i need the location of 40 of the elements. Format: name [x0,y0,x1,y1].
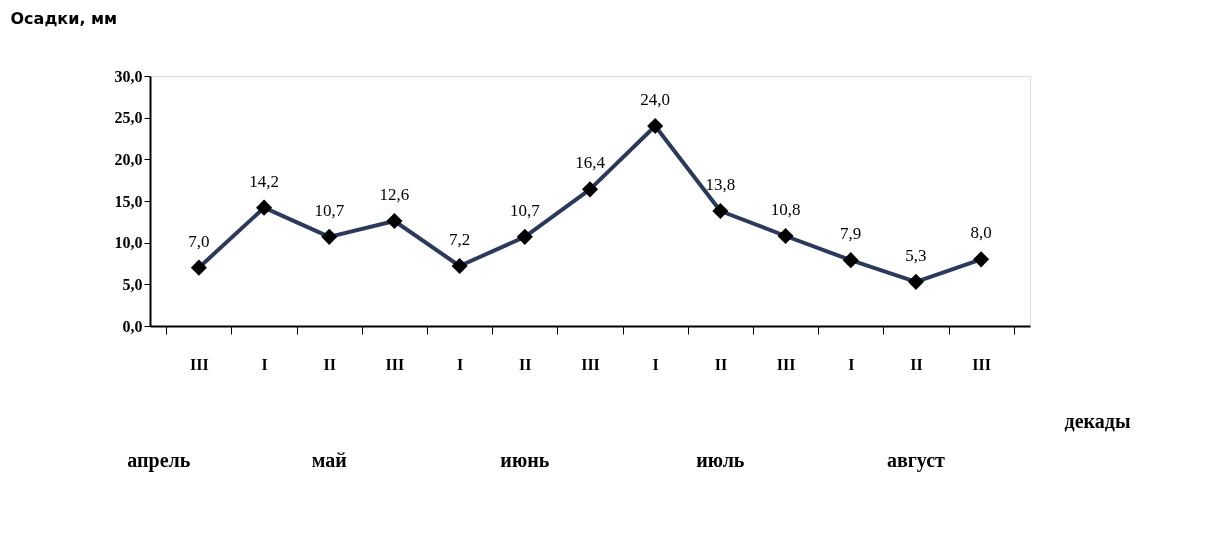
x-tick-label: III [190,355,209,373]
data-label: 8,0 [970,223,992,243]
text: май [311,449,347,471]
data-label: 16,4 [575,153,606,173]
y-tick-label: 25,0 [114,109,143,127]
data-label: 10,7 [509,200,541,220]
x-tick-label: III [972,355,991,373]
y-axis-title: Осадки, мм [10,8,118,28]
y-tick-label: 10,0 [114,234,143,252]
x-tick-label: II [910,355,923,373]
data-label: 24,0 [640,90,671,109]
x-tick-label: III [776,355,796,373]
x-tick-label: II [519,355,532,373]
y-tick-label: 5,0 [122,275,143,293]
data-label: 7,9 [840,224,862,244]
text: июнь [500,449,550,471]
x-tick-label: I [848,355,855,373]
text: апрель [127,449,191,472]
x-tick-label: II [323,355,336,373]
data-label: 10,8 [770,200,801,219]
x-tick-label: I [457,355,464,373]
x-tick-label: III [385,355,405,373]
y-tick-label: 0,0 [122,317,143,335]
data-label: 12,6 [379,185,410,204]
data-label: 14,2 [249,171,279,191]
x-tick-label: II [714,355,728,373]
y-tick-label: 30,0 [114,67,143,85]
y-tick-label: 20,0 [114,150,143,168]
data-label: 5,3 [905,245,927,265]
text: август [886,449,946,472]
x-axis-title: декады [1064,409,1131,432]
x-tick-label: III [581,355,600,373]
text: июль [696,449,745,471]
data-label: 10,7 [314,200,345,220]
data-label: 13,8 [705,175,736,194]
x-tick-label: I [652,355,659,373]
data-label: 7,0 [188,231,210,251]
data-label: 7,2 [449,230,471,249]
x-tick-label: I [261,355,268,373]
y-tick-label: 15,0 [114,192,143,210]
